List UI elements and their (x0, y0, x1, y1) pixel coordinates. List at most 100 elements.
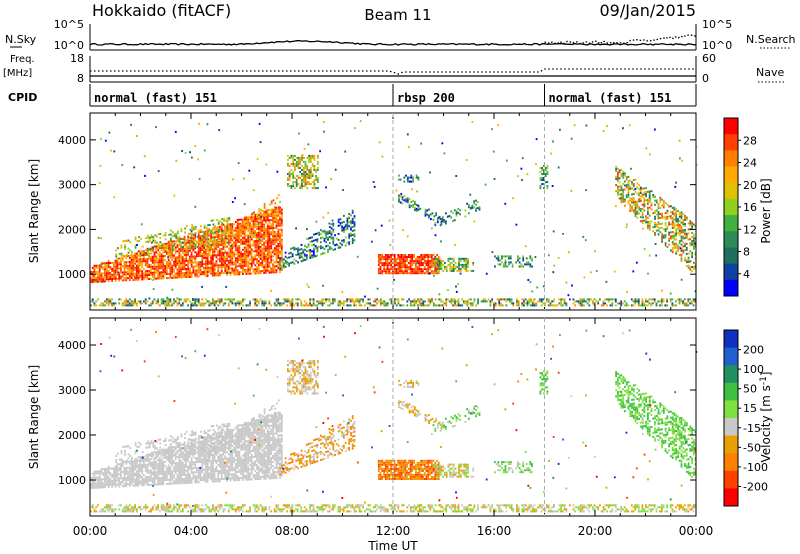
heatmap-cell (386, 272, 389, 275)
heatmap-cell (434, 266, 437, 269)
heatmap-cell (316, 254, 319, 257)
heatmap-cell (155, 241, 158, 244)
heatmap-cell (222, 255, 225, 258)
heatmap-cell (288, 185, 291, 188)
heatmap-cell (257, 246, 260, 248)
heatmap-cell (504, 263, 507, 266)
heatmap-cell (428, 214, 430, 217)
heatmap-cell (680, 239, 683, 242)
heatmap-cell (124, 240, 126, 242)
heatmap-cell (430, 227, 433, 230)
heatmap-cell (293, 304, 296, 307)
heatmap-cell (243, 230, 246, 233)
heatmap-cell (662, 200, 665, 203)
heatmap-cell (111, 278, 113, 280)
heatmap-cell (417, 204, 420, 207)
heatmap-cell (316, 300, 318, 303)
heatmap-cell (307, 286, 310, 288)
heatmap-cell (201, 259, 204, 262)
heatmap-cell (263, 247, 265, 250)
heatmap-cell (546, 181, 549, 184)
heatmap-cell (654, 128, 656, 131)
heatmap-cell (160, 302, 163, 305)
heatmap-cell (282, 264, 285, 267)
heatmap-cell (181, 248, 184, 250)
heatmap-cell (234, 243, 237, 246)
heatmap-cell (547, 300, 550, 303)
heatmap-cell (197, 298, 200, 301)
heatmap-cell (128, 262, 131, 265)
heatmap-cell (478, 206, 481, 209)
heatmap-cell (620, 187, 623, 190)
heatmap-cell (196, 235, 199, 238)
heatmap-cell (641, 298, 644, 301)
heatmap-cell (180, 254, 182, 257)
heatmap-cell (135, 135, 138, 137)
heatmap-cell (383, 304, 386, 307)
heatmap-cell (415, 268, 417, 271)
heatmap-cell (171, 266, 174, 269)
heatmap-cell (226, 223, 229, 226)
heatmap-cell (402, 262, 405, 265)
heatmap-cell (306, 283, 309, 286)
heatmap-cell (437, 272, 440, 275)
heatmap-cell (231, 269, 234, 272)
heatmap-cell (279, 304, 281, 307)
heatmap-cell (212, 219, 215, 222)
heatmap-cell (222, 304, 225, 307)
heatmap-cell (689, 250, 692, 253)
heatmap-cell (394, 302, 396, 305)
heatmap-cell (233, 302, 235, 305)
heatmap-cell (501, 298, 504, 301)
heatmap-cell (634, 298, 637, 301)
heatmap-cell (194, 251, 197, 254)
heatmap-cell (682, 237, 685, 240)
heatmap-cell (328, 232, 331, 234)
heatmap-cell (277, 251, 280, 253)
heatmap-cell (229, 223, 232, 226)
heatmap-cell (259, 249, 262, 252)
heatmap-cell (229, 247, 232, 250)
heatmap-cell (154, 239, 156, 242)
heatmap-cell (614, 300, 617, 303)
heatmap-cell (178, 260, 181, 263)
heatmap-cell (664, 304, 667, 307)
heatmap-cell (268, 213, 271, 216)
heatmap-cell (193, 242, 195, 245)
heatmap-cell (233, 298, 235, 301)
heatmap-cell (154, 241, 156, 244)
heatmap-cell (178, 270, 181, 273)
heatmap-cell (408, 206, 411, 209)
heatmap-cell (212, 231, 215, 234)
heatmap-cell (348, 304, 350, 307)
heatmap-cell (187, 259, 189, 262)
heatmap-cell (187, 267, 189, 270)
heatmap-cell (420, 272, 423, 275)
heatmap-cell (386, 264, 389, 267)
heatmap-cell (416, 190, 419, 193)
heatmap-cell (178, 248, 181, 251)
heatmap-cell (120, 246, 123, 249)
heatmap-cell (680, 217, 683, 220)
cpid-segment-label: normal (fast) 151 (94, 91, 217, 105)
heatmap-cell (224, 219, 227, 222)
heatmap-cell (120, 244, 123, 247)
heatmap-cell (607, 300, 610, 303)
heatmap-cell (266, 237, 269, 240)
heatmap-cell (618, 177, 621, 180)
heatmap-cell (650, 298, 653, 301)
heatmap-cell (331, 219, 334, 222)
heatmap-cell (215, 506, 218, 509)
heatmap-cell (231, 234, 234, 237)
heatmap-cell (641, 203, 644, 206)
heatmap-cell (219, 238, 221, 240)
heatmap-cell (641, 302, 644, 305)
heatmap-cell (261, 251, 264, 254)
heatmap-cell (401, 304, 403, 307)
heatmap-cell (130, 262, 133, 265)
heatmap-cell (132, 258, 135, 261)
heatmap-cell (98, 280, 101, 283)
heatmap-cell (306, 228, 308, 231)
heatmap-cell (322, 284, 324, 287)
heatmap-cell (389, 244, 392, 246)
